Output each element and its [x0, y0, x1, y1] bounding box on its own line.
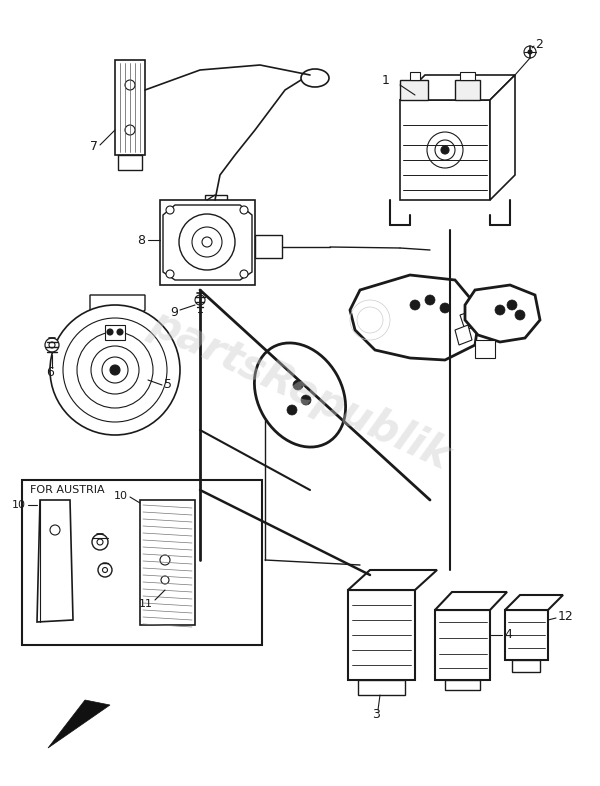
Polygon shape [37, 500, 73, 622]
Circle shape [179, 214, 235, 270]
Text: FOR AUSTRIA: FOR AUSTRIA [30, 485, 104, 495]
Bar [22, 480, 262, 645]
Circle shape [192, 227, 222, 257]
Text: 10: 10 [12, 500, 26, 510]
Circle shape [91, 346, 139, 394]
Circle shape [495, 305, 505, 315]
Text: partsRepublik: partsRepublik [143, 302, 457, 478]
Circle shape [293, 380, 303, 390]
Polygon shape [455, 325, 472, 345]
Polygon shape [118, 155, 142, 170]
Polygon shape [460, 72, 475, 80]
Polygon shape [410, 72, 420, 80]
Polygon shape [350, 275, 480, 360]
Circle shape [202, 237, 212, 247]
Text: 10: 10 [114, 491, 128, 501]
Polygon shape [445, 680, 480, 690]
Text: 4: 4 [504, 629, 512, 641]
Text: 3: 3 [372, 707, 380, 721]
Circle shape [103, 567, 107, 572]
Circle shape [195, 295, 205, 305]
Ellipse shape [254, 343, 346, 447]
Polygon shape [400, 100, 490, 200]
Polygon shape [505, 595, 563, 610]
Polygon shape [163, 205, 252, 280]
Polygon shape [512, 660, 540, 672]
Polygon shape [465, 285, 540, 342]
Circle shape [110, 365, 120, 375]
Circle shape [507, 300, 517, 310]
Circle shape [45, 338, 59, 352]
Circle shape [166, 270, 174, 278]
Circle shape [240, 206, 248, 214]
Circle shape [441, 146, 449, 154]
Polygon shape [475, 340, 495, 358]
Polygon shape [160, 200, 255, 285]
Circle shape [117, 329, 123, 335]
Circle shape [524, 46, 536, 58]
Text: 9: 9 [170, 306, 178, 318]
Circle shape [107, 329, 113, 335]
Text: 2: 2 [535, 38, 543, 50]
Polygon shape [505, 610, 548, 660]
Circle shape [161, 576, 169, 584]
Text: 11: 11 [139, 599, 153, 609]
Polygon shape [490, 75, 515, 200]
Polygon shape [140, 500, 195, 625]
Text: 1: 1 [382, 74, 390, 86]
Circle shape [77, 332, 153, 408]
Polygon shape [460, 310, 480, 330]
Polygon shape [348, 590, 415, 680]
Circle shape [425, 295, 435, 305]
Circle shape [92, 534, 108, 550]
Polygon shape [455, 80, 480, 100]
Circle shape [301, 395, 311, 405]
Polygon shape [400, 80, 428, 100]
Polygon shape [358, 680, 405, 695]
Circle shape [125, 80, 135, 90]
Circle shape [440, 303, 450, 313]
Circle shape [102, 357, 128, 383]
Circle shape [427, 132, 463, 168]
Polygon shape [105, 325, 125, 340]
Polygon shape [90, 295, 145, 325]
Text: 12: 12 [558, 609, 574, 623]
Polygon shape [48, 700, 110, 748]
Circle shape [49, 342, 55, 348]
Polygon shape [115, 60, 145, 155]
Circle shape [287, 405, 297, 415]
Polygon shape [435, 592, 507, 610]
Polygon shape [435, 610, 490, 680]
Polygon shape [255, 235, 282, 258]
Text: 5: 5 [164, 379, 172, 391]
Circle shape [410, 300, 420, 310]
Circle shape [98, 563, 112, 577]
Circle shape [160, 555, 170, 565]
Text: 7: 7 [90, 141, 98, 153]
Text: 8: 8 [137, 233, 145, 247]
Circle shape [435, 140, 455, 160]
Circle shape [515, 310, 525, 320]
Polygon shape [348, 570, 437, 590]
Circle shape [97, 539, 103, 545]
Circle shape [125, 125, 135, 135]
Circle shape [528, 50, 532, 54]
Circle shape [240, 270, 248, 278]
Text: 6: 6 [46, 365, 54, 379]
Circle shape [50, 525, 60, 535]
Circle shape [166, 206, 174, 214]
Circle shape [63, 318, 167, 422]
Ellipse shape [301, 69, 329, 87]
Circle shape [50, 305, 180, 435]
Polygon shape [400, 75, 515, 100]
Bar [205, 195, 227, 211]
